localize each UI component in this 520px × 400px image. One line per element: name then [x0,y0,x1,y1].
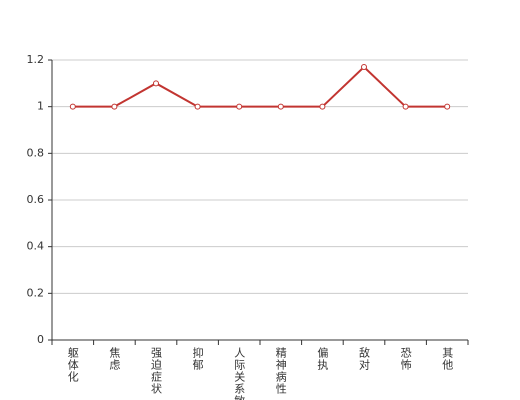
x-tick-label: 人际关系敏感 [233,347,246,400]
x-tick-label: 恐怖 [399,347,412,371]
point [361,64,367,70]
x-tick-label: 精神病性 [274,347,287,395]
point [444,103,451,110]
point [277,103,284,110]
y-tick-label: 0.8 [27,146,45,159]
y-tick-label: 1 [37,100,44,113]
point [153,80,159,87]
x-tick-label: 躯体化 [66,347,79,383]
point [194,103,201,110]
x-tick-label: 敌对 [358,346,371,371]
x-tick-label: 强迫症状 [150,347,163,395]
y-tick-label: 0.4 [27,240,45,253]
line [72,65,448,108]
y-tick-label: 1.2 [27,53,45,66]
x-tick-label: 其他 [441,347,454,371]
point [69,103,76,110]
x-tick-label: 偏执 [316,346,329,371]
y-tick-label: 0.6 [27,193,45,206]
point [111,103,118,110]
point [236,103,243,110]
y-tick-label: 0.2 [27,286,45,299]
point [319,103,326,110]
y-tick-label: 0 [37,333,44,346]
x-tick-label: 抑郁 [191,346,204,371]
x-tick-label: 焦虑 [108,347,121,371]
point [402,103,409,110]
